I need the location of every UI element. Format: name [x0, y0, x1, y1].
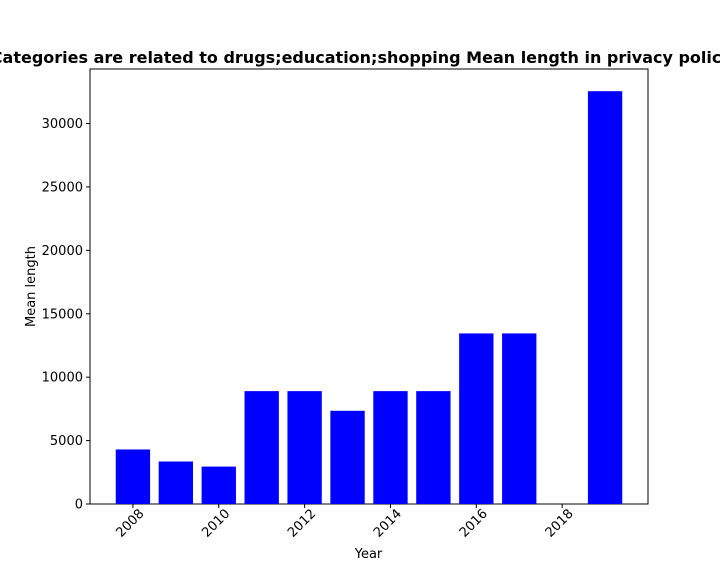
x-tick-label: 2016 — [457, 507, 491, 541]
bar-2017 — [502, 333, 537, 504]
y-tick-label: 25000 — [42, 180, 83, 195]
bar-2012 — [287, 391, 322, 504]
y-axis-title: Mean length — [24, 246, 39, 327]
x-tick-label: 2012 — [285, 507, 319, 541]
bar-2011 — [244, 391, 279, 504]
plot-area: 2008 2010 2012 2014 2016 2018 0 5000 10000 15000… — [42, 68, 649, 541]
y-tick-label: 30000 — [42, 117, 83, 132]
bar-2014 — [373, 391, 408, 504]
bar-2009 — [158, 461, 194, 504]
x-tick-label: 2014 — [371, 507, 405, 541]
bar-2010 — [201, 466, 236, 504]
bar-2016 — [459, 333, 494, 504]
x-tick-label: 2008 — [113, 507, 147, 541]
chart-title: Categories are related to drugs;educatio… — [0, 48, 720, 67]
x-axis: 2008 2010 2012 2014 2016 2018 — [113, 504, 577, 541]
bar-2008 — [115, 449, 151, 504]
plot-frame — [89, 68, 649, 505]
y-tick-label: 10000 — [42, 371, 83, 386]
x-axis-title: Year — [354, 547, 383, 562]
y-tick-label: 20000 — [42, 244, 83, 259]
y-axis: 0 5000 10000 15000 20000 25000 30000 — [42, 117, 90, 513]
bars — [115, 91, 623, 504]
y-tick-label: 15000 — [42, 307, 83, 322]
bar-2015 — [416, 391, 451, 504]
x-tick-label: 2018 — [543, 507, 577, 541]
x-tick-label: 2010 — [199, 507, 233, 541]
bar-2013 — [330, 410, 365, 504]
bar-2019 — [587, 91, 623, 504]
y-tick-label: 0 — [75, 498, 83, 513]
y-tick-label: 5000 — [50, 434, 83, 449]
